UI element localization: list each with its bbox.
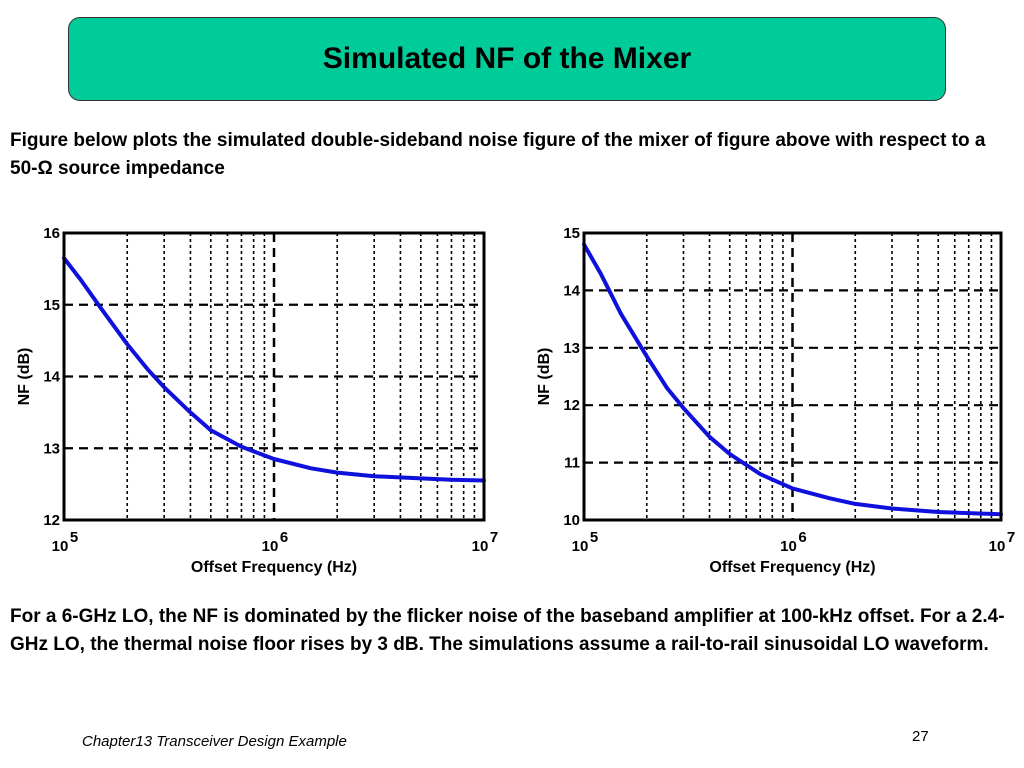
x-tick-exponent: 6	[798, 529, 806, 546]
x-tick-base: 10	[262, 538, 279, 555]
summary-text: For a 6-GHz LO, the NF is dominated by t…	[10, 606, 1005, 655]
x-axis-label: Offset Frequency (Hz)	[191, 559, 357, 576]
x-tick-base: 10	[572, 538, 589, 555]
y-tick-label: 10	[563, 512, 580, 529]
page-number: 27	[912, 728, 929, 745]
x-tick-base: 10	[472, 538, 489, 555]
nf-curve	[582, 242, 1003, 517]
y-tick-label: 15	[563, 225, 580, 242]
plot-frame	[582, 231, 1003, 522]
x-tick-exponent: 7	[1007, 529, 1015, 546]
x-tick-base: 10	[780, 538, 797, 555]
y-tick-label: 15	[43, 297, 60, 314]
title-box: Simulated NF of the Mixer	[68, 17, 946, 101]
x-axis-label: Offset Frequency (Hz)	[709, 559, 875, 576]
plot-frame	[62, 231, 486, 522]
y-tick-label: 13	[563, 340, 580, 357]
nf-curve	[62, 256, 486, 483]
y-axis-label: NF (dB)	[16, 348, 33, 406]
chart-right: 10 11 12 13 14 15 10 5 10 6 10 7 Offset Frequency (H…	[520, 215, 1024, 580]
x-tick-exponent: 6	[280, 529, 288, 546]
y-tick-label: 16	[43, 225, 60, 242]
x-tick-exponent: 5	[70, 529, 78, 546]
chart-left: 12 13 14 15 16 10 5 10 6 10 7 Offset Frequency (Hz)…	[0, 215, 512, 580]
y-tick-label: 14	[43, 369, 60, 386]
x-tick-exponent: 7	[490, 529, 498, 546]
x-tick-exponent: 5	[590, 529, 598, 546]
y-tick-label: 11	[564, 455, 580, 472]
y-tick-label: 14	[563, 282, 580, 299]
y-axis-label: NF (dB)	[536, 348, 553, 406]
intro-text: Figure below plots the simulated double-…	[10, 130, 986, 179]
x-tick-base: 10	[52, 538, 69, 555]
slide-title: Simulated NF of the Mixer	[322, 42, 692, 75]
y-tick-label: 12	[563, 397, 580, 414]
footer-chapter: Chapter13 Transceiver Design Example	[82, 733, 347, 750]
y-tick-label: 12	[43, 512, 60, 529]
y-tick-label: 13	[43, 440, 60, 457]
x-tick-base: 10	[989, 538, 1006, 555]
